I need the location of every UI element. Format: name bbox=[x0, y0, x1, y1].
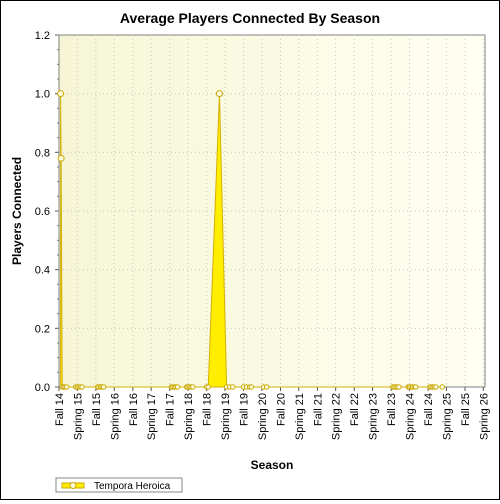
data-point bbox=[263, 384, 270, 390]
x-tick-label: Fall 20 bbox=[275, 393, 287, 426]
data-point bbox=[100, 384, 107, 390]
data-point bbox=[64, 384, 70, 390]
data-point bbox=[248, 384, 254, 390]
x-tick-label: Fall 17 bbox=[165, 393, 177, 426]
data-point bbox=[174, 384, 181, 390]
data-point bbox=[205, 384, 211, 390]
chart-title: Average Players Connected By Season bbox=[120, 10, 380, 26]
x-tick-label: Spring 23 bbox=[368, 393, 380, 440]
y-tick-label: 1.0 bbox=[35, 89, 50, 101]
y-tick-label: 0.2 bbox=[35, 323, 50, 335]
data-point bbox=[57, 154, 65, 162]
data-point bbox=[433, 384, 439, 390]
x-tick-label: Fall 19 bbox=[239, 393, 251, 426]
x-axis-label: Season bbox=[251, 458, 294, 472]
x-tick-label: Fall 25 bbox=[460, 393, 472, 426]
x-axis-ticks: Fall 14 Spring 15 Fall 15 Spring 16 Fall 16 S… bbox=[54, 387, 490, 440]
x-tick-label: Fall 14 bbox=[54, 393, 66, 426]
x-tick-label: Fall 15 bbox=[91, 393, 103, 426]
series-layer bbox=[57, 90, 445, 390]
data-point bbox=[57, 90, 65, 98]
legend-marker bbox=[69, 482, 77, 489]
y-tick-label: 0.4 bbox=[35, 265, 50, 277]
x-tick-label: Spring 19 bbox=[220, 393, 232, 440]
x-tick-label: Spring 22 bbox=[331, 393, 343, 440]
legend-box bbox=[55, 477, 183, 493]
x-tick-label: Fall 24 bbox=[423, 393, 435, 426]
data-point bbox=[439, 384, 445, 390]
data-point bbox=[190, 384, 196, 390]
data-point bbox=[79, 384, 85, 390]
x-tick-label: Spring 16 bbox=[109, 393, 121, 440]
y-axis-label: Players Connected bbox=[10, 157, 24, 265]
x-tick-label: Fall 22 bbox=[349, 393, 361, 426]
data-point bbox=[412, 384, 419, 390]
y-tick-label: 0.8 bbox=[35, 147, 50, 159]
y-tick-label: 0.6 bbox=[35, 206, 50, 218]
x-tick-label: Spring 24 bbox=[405, 393, 417, 440]
x-tick-label: Fall 23 bbox=[386, 393, 398, 426]
data-point bbox=[396, 384, 402, 390]
x-tick-label: Fall 16 bbox=[128, 393, 140, 426]
x-tick-label: Spring 20 bbox=[257, 393, 269, 440]
x-tick-label: Spring 17 bbox=[146, 393, 158, 440]
y-tick-label: 1.2 bbox=[35, 30, 50, 42]
x-tick-label: Fall 21 bbox=[312, 393, 324, 426]
x-tick-label: Spring 18 bbox=[183, 393, 195, 440]
x-tick-label: Fall 18 bbox=[202, 393, 214, 426]
data-point bbox=[215, 90, 223, 98]
legend-label: Tempora Heroica bbox=[94, 481, 171, 492]
y-tick-label: 0.0 bbox=[35, 382, 50, 394]
legend: Tempora Heroica bbox=[55, 477, 183, 493]
x-tick-label: Spring 21 bbox=[294, 393, 306, 440]
data-point bbox=[230, 384, 236, 390]
y-axis-ticks: 0.0 0.2 0.4 0.6 0.8 1.0 1.2 bbox=[35, 30, 59, 394]
x-tick-label: Spring 26 bbox=[478, 393, 490, 440]
grid-lines bbox=[59, 35, 485, 387]
x-tick-label: Spring 25 bbox=[441, 393, 453, 440]
x-tick-label: Spring 15 bbox=[72, 393, 84, 440]
